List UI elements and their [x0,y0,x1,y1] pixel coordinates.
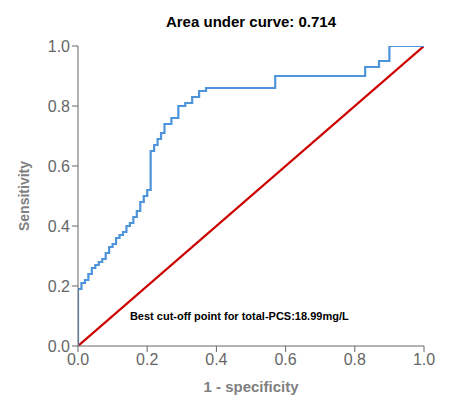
svg-text:0.8: 0.8 [344,351,366,368]
svg-text:1.0: 1.0 [413,351,435,368]
svg-text:0.6: 0.6 [274,351,296,368]
svg-text:0.4: 0.4 [205,351,227,368]
svg-text:0.0: 0.0 [67,351,89,368]
svg-text:0.2: 0.2 [136,351,158,368]
svg-text:0.8: 0.8 [48,98,70,115]
html-text:Best cut-off point for total-P: Best cut-off point for total-PCS:18.99mg… [129,310,349,322]
svg-text:0.6: 0.6 [48,158,70,175]
html-text:Area under curve: 0.714: Area under curve: 0.714 [166,13,336,30]
svg-text:0.4: 0.4 [48,218,70,235]
svg-text:0.2: 0.2 [48,278,70,295]
svg-text:Sensitivity: Sensitivity [16,161,32,231]
svg-text:1 - specificity: 1 - specificity [203,378,299,395]
svg-text:1.0: 1.0 [48,38,70,55]
svg-text:0.0: 0.0 [48,338,70,355]
